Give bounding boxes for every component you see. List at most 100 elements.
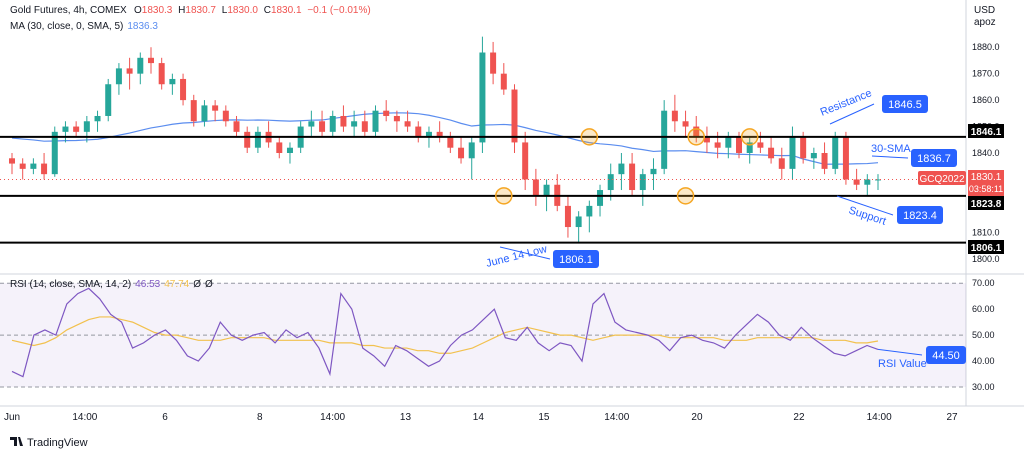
candle xyxy=(19,158,26,180)
candle xyxy=(404,110,411,132)
june-low-pointer xyxy=(499,246,551,260)
candle xyxy=(308,110,315,138)
candle xyxy=(329,110,336,138)
candle xyxy=(639,168,646,206)
candle-body xyxy=(575,216,582,228)
candle-body xyxy=(682,121,689,127)
candle xyxy=(597,184,604,217)
candle xyxy=(41,153,48,180)
candle xyxy=(233,115,240,138)
price-tick-label: 1870.0 xyxy=(972,69,1000,79)
time-tick-label: 14:00 xyxy=(867,412,892,423)
candle-body xyxy=(832,137,839,169)
svg-text:1830.1: 1830.1 xyxy=(971,172,1002,183)
candle-body xyxy=(425,131,432,138)
ma-legend: MA (30, close, 0, SMA, 5) 1836.3 xyxy=(10,21,158,32)
rsi-pane[interactable]: 30.00 40.00 50.00 60.00 70.00 xyxy=(0,278,995,392)
candle xyxy=(222,105,229,127)
candle-body xyxy=(222,110,229,122)
candle xyxy=(842,131,849,185)
sma-pointer xyxy=(871,155,909,159)
candle-body xyxy=(340,115,347,127)
rsi-tick-label: 50.00 xyxy=(972,330,995,340)
support-callout: 1823.4 xyxy=(897,206,943,224)
candle-body xyxy=(169,78,176,85)
candle xyxy=(244,126,251,153)
candle xyxy=(51,126,58,177)
candle-body xyxy=(864,179,871,185)
candle-body xyxy=(158,63,165,85)
candle xyxy=(201,100,208,127)
svg-text:1823.4: 1823.4 xyxy=(903,210,937,222)
candle-body xyxy=(597,190,604,206)
candle xyxy=(180,73,187,106)
candle-body xyxy=(115,68,122,85)
candle xyxy=(500,63,507,95)
candle-body xyxy=(532,179,539,196)
candle-body xyxy=(212,105,219,111)
price-tick-label: 1810.0 xyxy=(972,227,1000,237)
rsi-line xyxy=(11,287,879,378)
candle xyxy=(586,200,593,233)
candle xyxy=(73,121,80,138)
svg-text:TradingView: TradingView xyxy=(27,437,88,449)
candle xyxy=(671,94,678,132)
time-tick-label: 6 xyxy=(162,412,168,423)
candle xyxy=(115,63,122,95)
touch-marker xyxy=(676,187,695,205)
candle xyxy=(340,105,347,132)
candle xyxy=(286,142,293,164)
candle xyxy=(105,78,112,122)
candle xyxy=(875,174,881,191)
candle xyxy=(575,211,582,243)
candle xyxy=(554,174,561,212)
svg-text:1846.5: 1846.5 xyxy=(888,99,922,111)
touch-marker xyxy=(740,128,759,146)
resistance-callout: 1846.5 xyxy=(882,95,928,113)
candle xyxy=(415,121,422,143)
candle xyxy=(778,147,785,180)
candle-body xyxy=(351,121,358,127)
candle-body xyxy=(73,126,80,132)
candle-body xyxy=(361,121,368,132)
candle-body xyxy=(746,142,753,153)
time-axis[interactable]: Jun 14:00 6 8 14:00 13 14 15 14:00 20 22 14:00 27 xyxy=(0,405,1024,423)
candle xyxy=(618,153,625,191)
candle-body xyxy=(404,121,411,127)
candle-body xyxy=(254,131,261,148)
rsi-value-annotation: RSI Value xyxy=(878,358,927,370)
candle-body xyxy=(447,137,454,148)
candle xyxy=(158,57,165,90)
time-tick-label: 14:00 xyxy=(320,412,345,423)
time-tick-label: 27 xyxy=(946,412,958,423)
candle xyxy=(147,47,154,74)
moving-average-line xyxy=(11,112,879,165)
candle-body xyxy=(661,110,668,169)
candle xyxy=(564,195,571,238)
rsi-tick-label: 30.00 xyxy=(972,382,995,392)
candle-body xyxy=(415,126,422,138)
time-tick-label: 14:00 xyxy=(72,412,97,423)
candle xyxy=(83,115,90,143)
june-low-callout: 1806.1 xyxy=(553,250,599,268)
price-pane[interactable]: 1800.01810.01820.01830.01840.01850.01860… xyxy=(0,0,1024,406)
candle xyxy=(864,174,871,196)
candle xyxy=(137,52,144,85)
candle-body xyxy=(19,163,26,169)
candle-body xyxy=(233,121,240,132)
candle xyxy=(361,110,368,138)
candle-body xyxy=(522,142,529,180)
rsi-tick-label: 60.00 xyxy=(972,304,995,314)
candle xyxy=(62,121,69,143)
candle-body xyxy=(137,57,144,74)
candle-body xyxy=(607,174,614,191)
candle-body xyxy=(586,205,593,217)
candle-body xyxy=(147,57,154,64)
svg-text:1846.1: 1846.1 xyxy=(971,127,1002,138)
rsi-tick-label: 40.00 xyxy=(972,356,995,366)
candle-body xyxy=(393,115,400,122)
candle-body xyxy=(180,78,187,101)
candle xyxy=(30,158,37,175)
candle xyxy=(789,126,796,180)
